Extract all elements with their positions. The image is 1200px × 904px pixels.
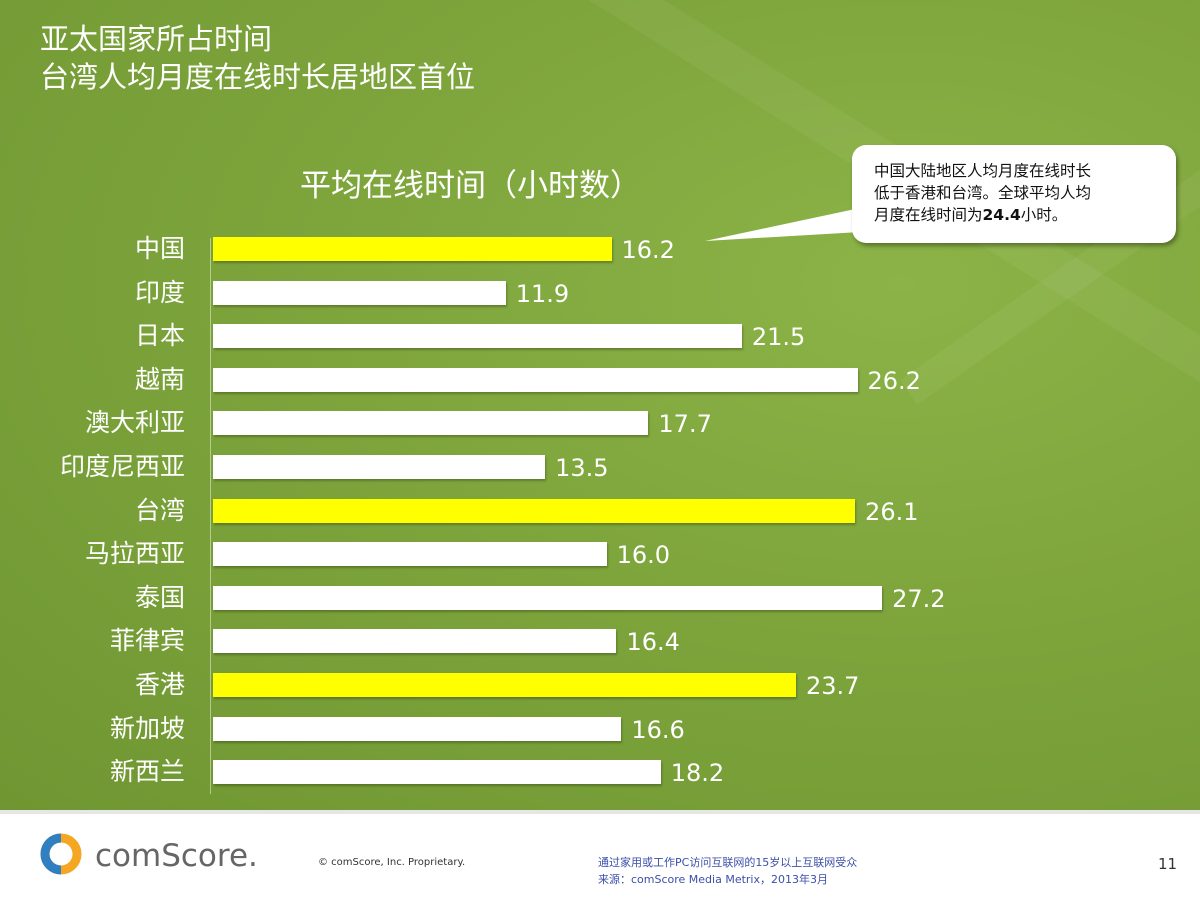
category-label: 越南 (134, 364, 185, 394)
footnote-audience: 通过家用或工作PC访问互联网的15岁以上互联网受众 (598, 856, 858, 869)
value-label: 16.6 (631, 715, 685, 744)
chart-title: 平均在线时间（小时数） (300, 168, 641, 204)
bar-chart: 中国 16.2 印度 11.9 日本 21.5 越南 26.2 澳大利亚 17.7 印度尼西亚 13.… (59, 234, 946, 788)
comscore-logo-icon (40, 833, 82, 875)
category-label: 香港 (134, 670, 185, 699)
callout-line3: 月度在线时间为24.4小时。 (874, 204, 1174, 226)
category-label: 泰国 (134, 582, 185, 612)
bar (213, 367, 858, 392)
bar (213, 411, 649, 436)
callout-line1: 中国大陆地区人均月度在线时长 (874, 162, 1092, 180)
category-label: 马拉西亚 (84, 539, 185, 569)
bar-highlighted (213, 673, 797, 697)
copyright-text: © comScore, Inc. Proprietary. (318, 857, 466, 868)
bar-highlighted (213, 237, 612, 261)
category-label: 印度 (134, 277, 185, 307)
slide-background: 亚太国家所占时间 台湾人均月度在线时长居地区首位 平均在线时间（小时数） 中国大… (0, 0, 1200, 810)
bar (213, 280, 506, 305)
value-label: 23.7 (806, 672, 860, 700)
value-label: 21.5 (751, 323, 806, 352)
callout-line3-post: 小时。 (1020, 206, 1068, 224)
category-label: 印度尼西亚 (59, 452, 185, 481)
category-label: 澳大利亚 (84, 408, 185, 438)
value-label: 17.7 (658, 410, 712, 439)
bar (213, 324, 742, 349)
value-label: 16.0 (616, 541, 671, 570)
bar (213, 716, 622, 741)
comscore-logo-text: comScore. (95, 838, 258, 874)
callout-average-value: 24.4 (982, 206, 1021, 224)
callout-line3-pre: 月度在线时间为 (874, 206, 983, 224)
value-label: 16.4 (626, 628, 680, 657)
callout-text: 中国大陆地区人均月度在线时长 低于香港和台湾。全球平均人均 月度在线时间为24.… (874, 160, 1174, 226)
category-label: 菲律宾 (109, 626, 185, 656)
value-label: 27.2 (892, 584, 946, 613)
footnote-source: 来源：comScore Media Metrix，2013年3月 (598, 873, 828, 886)
callout-box: 中国大陆地区人均月度在线时长 低于香港和台湾。全球平均人均 月度在线时间为24.… (852, 145, 1176, 243)
value-label: 11.9 (515, 279, 570, 308)
bar (213, 629, 617, 654)
category-label: 日本 (134, 321, 185, 351)
page-number: 11 (1158, 855, 1178, 873)
footer (0, 810, 1200, 904)
slide-title-line2: 台湾人均月度在线时长居地区首位 (40, 60, 476, 94)
y-axis-line (210, 238, 211, 794)
value-label: 26.1 (865, 497, 919, 526)
slide-title-line1: 亚太国家所占时间 (40, 22, 273, 56)
value-label: 16.2 (621, 236, 675, 264)
callout-line2: 低于香港和台湾。全球平均人均 (874, 184, 1092, 202)
value-label: 13.5 (555, 454, 609, 482)
bar (213, 542, 607, 567)
value-label: 18.2 (670, 759, 725, 788)
bar (213, 760, 661, 785)
bar (213, 455, 546, 479)
category-label: 中国 (134, 234, 185, 263)
category-label: 新西兰 (109, 757, 185, 787)
value-label: 26.2 (867, 366, 921, 395)
bar-highlighted (213, 498, 856, 523)
category-label: 新加坡 (109, 713, 185, 743)
bar (213, 585, 883, 610)
callout-pointer (0, 0, 1200, 810)
category-label: 台湾 (134, 495, 185, 525)
